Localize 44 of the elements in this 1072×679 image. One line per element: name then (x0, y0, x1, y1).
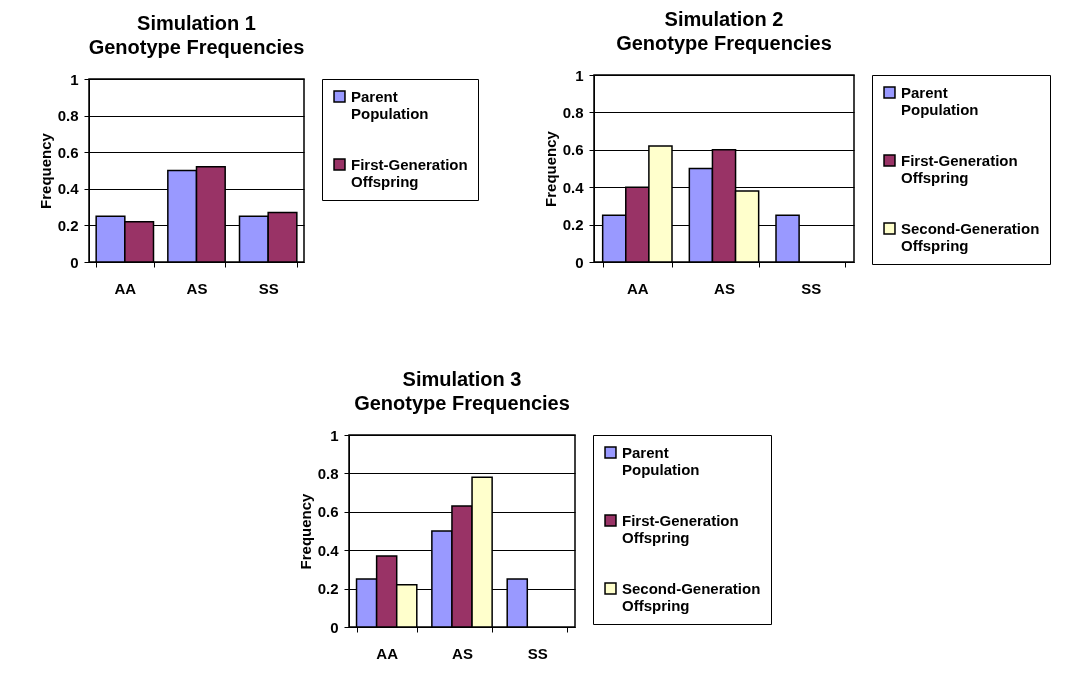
legend-label: First-Generation Offspring (351, 155, 468, 190)
x-tick-label: SS (258, 279, 279, 297)
y-tick-label: 0.8 (562, 103, 584, 121)
x-tick-label: AA (627, 279, 649, 297)
y-tick-label: 0.2 (562, 216, 584, 234)
y-axis-title: Frequency (36, 132, 54, 209)
legend-label: Parent Population (622, 443, 700, 478)
y-tick-label: 0 (70, 253, 79, 271)
chart-title: Simulation 1 (137, 12, 256, 34)
y-tick-label: 0 (330, 618, 339, 636)
x-tick-label: SS (801, 279, 822, 297)
x-tick-label: AA (114, 279, 137, 297)
legend-label: Parent Population (351, 87, 429, 122)
chart-title: Simulation 3 (402, 368, 522, 390)
y-tick-label: 0.6 (317, 503, 339, 521)
y-tick-label: 1 (70, 70, 79, 88)
y-tick-label: 0.2 (317, 580, 339, 598)
y-tick-label: 0.6 (562, 141, 584, 159)
y-tick-label: 0.6 (57, 143, 79, 161)
x-tick-label: AS (714, 279, 735, 297)
y-tick-label: 0.2 (57, 216, 79, 234)
chart-title: Simulation 2 (664, 8, 784, 30)
y-tick-label: 0.4 (562, 178, 585, 196)
legend-label: First-Generation Offspring (622, 511, 739, 546)
y-tick-label: 1 (330, 426, 339, 444)
y-axis-title: Frequency (541, 130, 559, 207)
y-tick-label: 0.4 (317, 541, 340, 559)
legend-label: Second-Generation Offspring (901, 219, 1040, 254)
chart-subtitle: Genotype Frequencies (616, 32, 832, 54)
y-tick-label: 1 (575, 66, 584, 84)
x-tick-label: AS (452, 644, 473, 662)
y-axis-title: Frequency (296, 492, 314, 570)
x-tick-label: AS (186, 279, 208, 297)
x-tick-label: AA (376, 644, 399, 662)
y-tick-label: 0.8 (317, 464, 339, 482)
legend-label: First-Generation Offspring (901, 151, 1018, 186)
y-tick-label: 0.8 (57, 107, 79, 125)
legend-label: Second-Generation Offspring (622, 579, 761, 614)
y-tick-label: 0.4 (57, 180, 80, 198)
x-tick-label: SS (527, 644, 548, 662)
y-tick-label: 0 (575, 253, 584, 271)
legend-label: Parent Population (901, 83, 979, 118)
chart-subtitle: Genotype Frequencies (354, 392, 570, 414)
chart-subtitle: Genotype Frequencies (88, 36, 305, 58)
